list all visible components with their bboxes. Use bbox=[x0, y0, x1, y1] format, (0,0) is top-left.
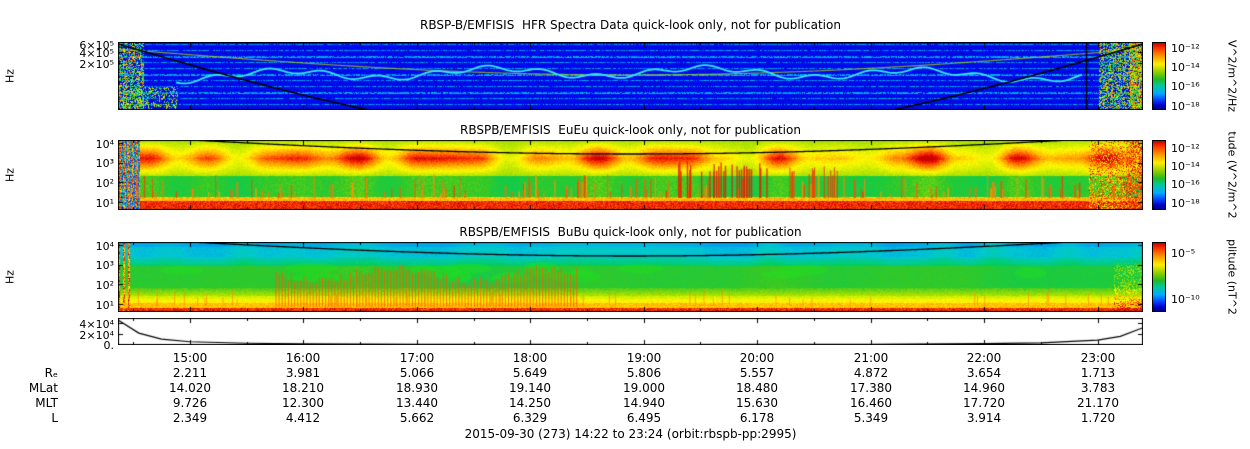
ephemeris-value: 17.380 bbox=[850, 381, 892, 395]
time-tick-label: 20:00 bbox=[739, 351, 775, 365]
ephemeris-value: 6.329 bbox=[512, 411, 548, 425]
ephemeris-value: 12.300 bbox=[282, 396, 324, 410]
y-tick-label: 10⁴ bbox=[95, 239, 114, 253]
colorbar-unit-label-bubu: plitude (nT^2 bbox=[1225, 239, 1239, 315]
panel-title-bubu: RBSPB/EMFISIS BuBu quick-look only, not … bbox=[459, 225, 802, 239]
y-tick-label: 6×10⁵ bbox=[79, 38, 114, 52]
y-tick-label: 2×10⁴ bbox=[79, 328, 114, 342]
colorbar-tick-label: 10⁻¹² bbox=[1171, 141, 1200, 155]
colorbar-tick-label: 10⁻¹⁶ bbox=[1171, 178, 1200, 192]
y-tick-label: 4×10⁴ bbox=[79, 317, 114, 331]
ephemeris-value: 14.940 bbox=[623, 396, 665, 410]
time-tick-label: 15:00 bbox=[172, 351, 208, 365]
colorbar-tick-label: 10⁻¹⁴ bbox=[1171, 159, 1200, 173]
caption: 2015-09-30 (273) 14:22 to 23:24 (orbit:r… bbox=[464, 427, 797, 441]
ephemeris-value: 14.250 bbox=[509, 396, 551, 410]
ephemeris-value: 5.066 bbox=[399, 366, 435, 380]
ephemeris-value: 18.480 bbox=[736, 381, 778, 395]
colorbar-tick-label: 10⁻¹⁶ bbox=[1171, 80, 1200, 94]
ephemeris-row-label: Rₑ bbox=[44, 366, 58, 380]
ephemeris-row-label: L bbox=[51, 411, 58, 425]
ephemeris-value: 5.557 bbox=[739, 366, 775, 380]
ephemeris-value: 3.783 bbox=[1080, 381, 1116, 395]
panel-title-hfr: RBSP-B/EMFISIS HFR Spectra Data quick-lo… bbox=[420, 18, 841, 32]
hz-axis-label-eueu: Hz bbox=[3, 167, 17, 183]
ephemeris-value: 13.440 bbox=[396, 396, 438, 410]
ephemeris-value: 16.460 bbox=[850, 396, 892, 410]
ephemeris-value: 6.178 bbox=[739, 411, 775, 425]
ephemeris-value: 1.720 bbox=[1080, 411, 1116, 425]
colorbar-tick-label: 10⁻¹⁴ bbox=[1171, 60, 1200, 74]
time-tick-label: 18:00 bbox=[512, 351, 548, 365]
colorbar-unit-label-hfr: V^2/m^2/Hz bbox=[1225, 39, 1239, 113]
ephemeris-value: 14.960 bbox=[963, 381, 1005, 395]
hz-axis-label-hfr: Hz bbox=[3, 68, 17, 84]
ephemeris-value: 21.170 bbox=[1077, 396, 1119, 410]
spectrogram-canvas-bubu bbox=[118, 242, 1143, 312]
ephemeris-value: 5.649 bbox=[512, 366, 548, 380]
colorbar-bubu bbox=[1152, 242, 1166, 312]
spectrogram-canvas-hfr bbox=[118, 42, 1143, 110]
colorbar-hfr bbox=[1152, 42, 1166, 110]
colorbar-tick-label: 10⁻¹² bbox=[1171, 41, 1200, 55]
y-tick-label: 10⁴ bbox=[95, 137, 114, 151]
ephemeris-value: 3.914 bbox=[966, 411, 1002, 425]
colorbar-eueu bbox=[1152, 140, 1166, 210]
ephemeris-row-label: MLat bbox=[28, 381, 58, 395]
ephemeris-value: 19.140 bbox=[509, 381, 551, 395]
hz-axis-label-bubu: Hz bbox=[3, 269, 17, 285]
time-tick-label: 16:00 bbox=[285, 351, 321, 365]
ephemeris-value: 4.872 bbox=[853, 366, 889, 380]
ephemeris-value: 3.981 bbox=[285, 366, 321, 380]
y-tick-label: 0. bbox=[103, 338, 115, 352]
ephemeris-value: 18.210 bbox=[282, 381, 324, 395]
ephemeris-value: 4.412 bbox=[285, 411, 321, 425]
ephemeris-value: 17.720 bbox=[963, 396, 1005, 410]
time-tick-label: 21:00 bbox=[853, 351, 889, 365]
time-tick-label: 22:00 bbox=[966, 351, 1002, 365]
ephemeris-value: 5.662 bbox=[399, 411, 435, 425]
y-tick-label: 10¹ bbox=[95, 196, 114, 210]
colorbar-tick-label: 10⁻¹⁸ bbox=[1171, 99, 1200, 113]
time-tick-label: 19:00 bbox=[626, 351, 662, 365]
panel-title-eueu: RBSPB/EMFISIS EuEu quick-look only, not … bbox=[460, 123, 801, 137]
y-tick-label: 4×10⁵ bbox=[79, 46, 114, 60]
ephemeris-row-label: MLT bbox=[35, 396, 58, 410]
colorbar-tick-label: 10⁻¹⁸ bbox=[1171, 196, 1200, 210]
ephemeris-value: 18.930 bbox=[396, 381, 438, 395]
time-tick-label: 23:00 bbox=[1080, 351, 1116, 365]
ephemeris-value: 14.020 bbox=[169, 381, 211, 395]
colorbar-tick-label: 10⁻¹⁰ bbox=[1171, 292, 1200, 306]
ephemeris-value: 2.349 bbox=[172, 411, 208, 425]
y-tick-label: 10² bbox=[95, 278, 114, 292]
colorbar-tick-label: 10⁻⁵ bbox=[1171, 246, 1196, 260]
ephemeris-value: 9.726 bbox=[172, 396, 208, 410]
ephemeris-value: 1.713 bbox=[1080, 366, 1116, 380]
y-tick-label: 10¹ bbox=[95, 298, 114, 312]
ephemeris-value: 2.211 bbox=[172, 366, 208, 380]
ephemeris-value: 5.349 bbox=[853, 411, 889, 425]
y-tick-label: 2×10⁵ bbox=[79, 57, 114, 71]
ephemeris-value: 19.000 bbox=[623, 381, 665, 395]
colorbar-unit-label-eueu: tude (V^2/m^2 bbox=[1225, 131, 1239, 219]
y-tick-label: 10³ bbox=[95, 157, 114, 171]
ephemeris-value: 5.806 bbox=[626, 366, 662, 380]
line-plot-canvas bbox=[118, 318, 1143, 345]
ephemeris-value: 15.630 bbox=[736, 396, 778, 410]
spectrogram-canvas-eueu bbox=[118, 140, 1143, 210]
ephemeris-value: 6.495 bbox=[626, 411, 662, 425]
time-tick-label: 17:00 bbox=[399, 351, 435, 365]
y-tick-label: 10² bbox=[95, 176, 114, 190]
ephemeris-value: 3.654 bbox=[966, 366, 1002, 380]
y-tick-label: 10³ bbox=[95, 259, 114, 273]
